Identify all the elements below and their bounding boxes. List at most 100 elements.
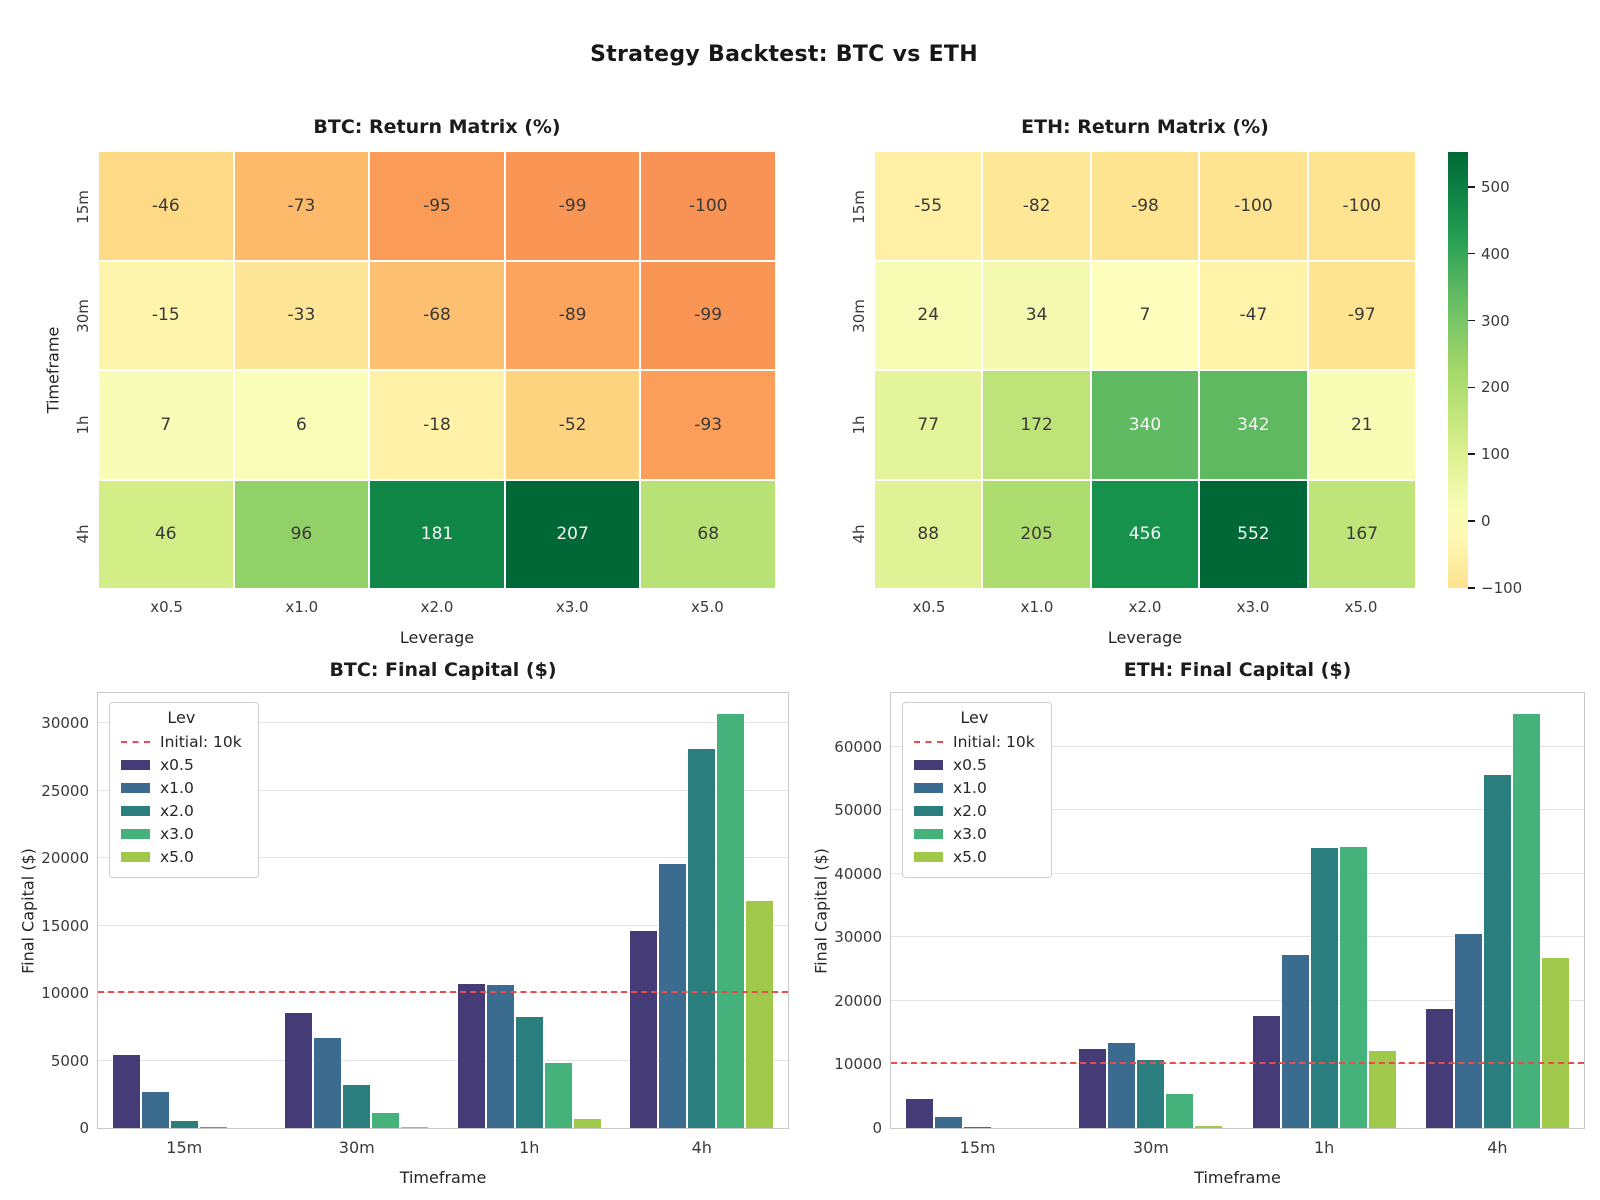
eth-heatmap-cell-1h-x5.0: 21 xyxy=(1308,371,1415,479)
btc-bars-bar-30m-x5.0 xyxy=(401,1126,429,1128)
eth-bars-group-30m xyxy=(1064,1042,1237,1128)
btc-bars-bar-1h-x3.0 xyxy=(544,1063,572,1128)
legend-entry-x2.0: x2.0 xyxy=(121,799,242,822)
btc-heatmap-coltick-x0.5: x0.5 xyxy=(150,598,183,616)
btc-bars-bar-15m-x0.5 xyxy=(112,1055,140,1128)
eth-heatmap-rowtick-15m: 15m xyxy=(850,189,868,224)
legend-color-swatch xyxy=(914,759,943,770)
btc-bars-bar-30m-x2.0 xyxy=(343,1084,371,1128)
legend-color-swatch xyxy=(121,851,150,862)
eth-heatmap-cell-1h-x1.0: 172 xyxy=(983,371,1090,479)
btc-heatmap-title: BTC: Return Matrix (%) xyxy=(313,116,561,138)
btc-bars-initial-capital-line xyxy=(98,991,788,994)
btc-heatmap-cell-30m-x0.5: -15 xyxy=(99,261,233,369)
btc-bars-bar-15m-x3.0 xyxy=(199,1126,227,1128)
legend-entry-x0.5: x0.5 xyxy=(121,753,242,776)
eth-heatmap-coltick-x0.5: x0.5 xyxy=(912,598,946,616)
eth-bar-title: ETH: Final Capital ($) xyxy=(1123,659,1352,681)
btc-bars-ytick-0: 0 xyxy=(79,1119,89,1137)
btc-bars-bar-1h-x5.0 xyxy=(573,1118,601,1128)
eth-bars-group-4h xyxy=(1411,713,1584,1128)
btc-heatmap-cell-30m-x1.0: -33 xyxy=(234,261,369,369)
btc-heatmap-cell-1h-x1.0: 6 xyxy=(234,371,369,479)
eth-heatmap-coltick-x2.0: x2.0 xyxy=(1128,598,1162,616)
eth-bars-legend: Lev Initial: 10k x0.5 x1.0 x2.0 x3.0 x5.0 xyxy=(902,702,1052,878)
eth-bars-bar-4h-x0.5 xyxy=(1425,1008,1453,1128)
btc-heatmap-cell-4h-x1.0: 96 xyxy=(234,480,369,588)
eth-bars-bar-30m-x0.5 xyxy=(1079,1049,1107,1128)
colorbar-tickmark xyxy=(1468,587,1475,589)
initial-line-swatch xyxy=(914,740,943,743)
btc-heatmap-cell-15m-x2.0: -95 xyxy=(370,152,504,260)
btc-heatmap-cell-15m-x3.0: -99 xyxy=(505,152,640,260)
btc-bars-bar-4h-x5.0 xyxy=(746,901,774,1128)
btc-heatmap-cell-4h-x5.0: 68 xyxy=(641,480,775,588)
legend-title: Lev xyxy=(960,708,989,727)
legend-title: Lev xyxy=(167,708,196,727)
eth-heatmap-cell-30m-x2.0: 7 xyxy=(1091,261,1199,369)
eth-bars-bar-1h-x0.5 xyxy=(1252,1015,1280,1128)
eth-final-capital-chart: ETH: Final Capital ($) Final Capital ($)… xyxy=(812,659,1585,1187)
eth-heatmap-coltick-x3.0: x3.0 xyxy=(1236,598,1270,616)
colorbar-tick-500: 500 xyxy=(1481,177,1510,196)
eth-bars-ytick-20000: 20000 xyxy=(834,991,882,1010)
gridline xyxy=(98,722,788,724)
btc-bars-ytick-25000: 25000 xyxy=(41,781,89,800)
eth-heatmap-cell-4h-x1.0: 205 xyxy=(983,480,1090,588)
colorbar-tick-100: 100 xyxy=(1481,445,1510,464)
legend-entry-label: x2.0 xyxy=(953,801,987,820)
eth-bars-bar-1h-x3.0 xyxy=(1339,847,1367,1128)
eth-heatmap-cell-30m-x3.0: -47 xyxy=(1200,261,1307,369)
initial-line-swatch xyxy=(121,740,150,743)
legend-entry-x3.0: x3.0 xyxy=(914,822,1035,845)
btc-bars-ytick-30000: 30000 xyxy=(41,714,89,733)
btc-bars-xtick-4h: 4h xyxy=(691,1138,712,1157)
colorbar-tickmark xyxy=(1468,319,1475,322)
btc-bars-bar-4h-x2.0 xyxy=(688,748,716,1128)
btc-bars-ytick-20000: 20000 xyxy=(41,849,89,868)
eth-heatmap-coltick-x5.0: x5.0 xyxy=(1344,598,1378,616)
legend-entry-label: x1.0 xyxy=(160,778,194,797)
eth-bar-xlabel: Timeframe xyxy=(1194,1168,1281,1187)
btc-heatmap-coltick-x2.0: x2.0 xyxy=(420,598,454,616)
eth-heatmap-cell-30m-x5.0: -97 xyxy=(1308,261,1415,369)
legend-entry-x3.0: x3.0 xyxy=(121,822,242,845)
eth-bars-ytick-60000: 60000 xyxy=(834,737,882,756)
eth-heatmap-cell-4h-x5.0: 167 xyxy=(1308,480,1415,588)
eth-heatmap-cell-15m-x0.5: -55 xyxy=(875,152,982,260)
eth-bars-bar-15m-x1.0 xyxy=(935,1116,963,1128)
colorbar-tickmark xyxy=(1468,520,1475,522)
legend-entry-label: x2.0 xyxy=(160,801,194,820)
btc-heatmap-coltick-x3.0: x3.0 xyxy=(555,598,589,616)
btc-return-matrix: BTC: Return Matrix (%) Timeframe -46 -73-… xyxy=(44,116,775,647)
legend-entry-label: Initial: 10k xyxy=(953,732,1035,751)
colorbar-tickmark xyxy=(1468,252,1475,255)
eth-heatmap-cell-30m-x1.0: 34 xyxy=(983,261,1090,369)
gridline xyxy=(891,872,1584,874)
eth-heatmap-rowtick-1h: 1h xyxy=(850,414,868,435)
legend-entry-x1.0: x1.0 xyxy=(914,776,1035,799)
btc-heatmap-grid: -46 -73 -95 -99 -100 -15 -33 -68 -89 -99 7 6 -18 -52-… xyxy=(99,152,775,588)
legend-entry-label: x5.0 xyxy=(953,847,987,866)
legend-entry-x5.0: x5.0 xyxy=(121,845,242,868)
btc-bar-xlabel: Timeframe xyxy=(399,1168,487,1187)
eth-heatmap-cell-1h-x2.0: 340 xyxy=(1091,371,1199,479)
legend-entry-label: x3.0 xyxy=(160,824,194,843)
gridline xyxy=(98,924,788,926)
eth-heatmap-cell-15m-x2.0: -98 xyxy=(1091,152,1199,260)
colorbar-tick-0: 0 xyxy=(1481,512,1491,531)
btc-bars-bar-1h-x1.0 xyxy=(486,985,514,1128)
eth-bars-initial-capital-line xyxy=(891,1062,1584,1065)
legend-entry-label: x1.0 xyxy=(953,778,987,797)
eth-heatmap-cell-4h-x0.5: 88 xyxy=(875,480,982,588)
legend-entry-label: x5.0 xyxy=(160,847,194,866)
eth-bars-ytick-50000: 50000 xyxy=(834,801,882,820)
eth-bars-bar-4h-x5.0 xyxy=(1541,958,1569,1128)
eth-return-matrix: ETH: Return Matrix (%) -55 -82 -98 -100 -100… xyxy=(850,116,1415,647)
eth-heatmap-coltick-x1.0: x1.0 xyxy=(1020,598,1054,616)
eth-bars-bar-4h-x2.0 xyxy=(1483,774,1511,1128)
eth-bars-xtick-1h: 1h xyxy=(1313,1138,1335,1157)
eth-bar-ylabel: Final Capital ($) xyxy=(811,847,831,974)
legend-entry-label: x0.5 xyxy=(160,755,194,774)
btc-bars-ytick-10000: 10000 xyxy=(41,984,89,1003)
